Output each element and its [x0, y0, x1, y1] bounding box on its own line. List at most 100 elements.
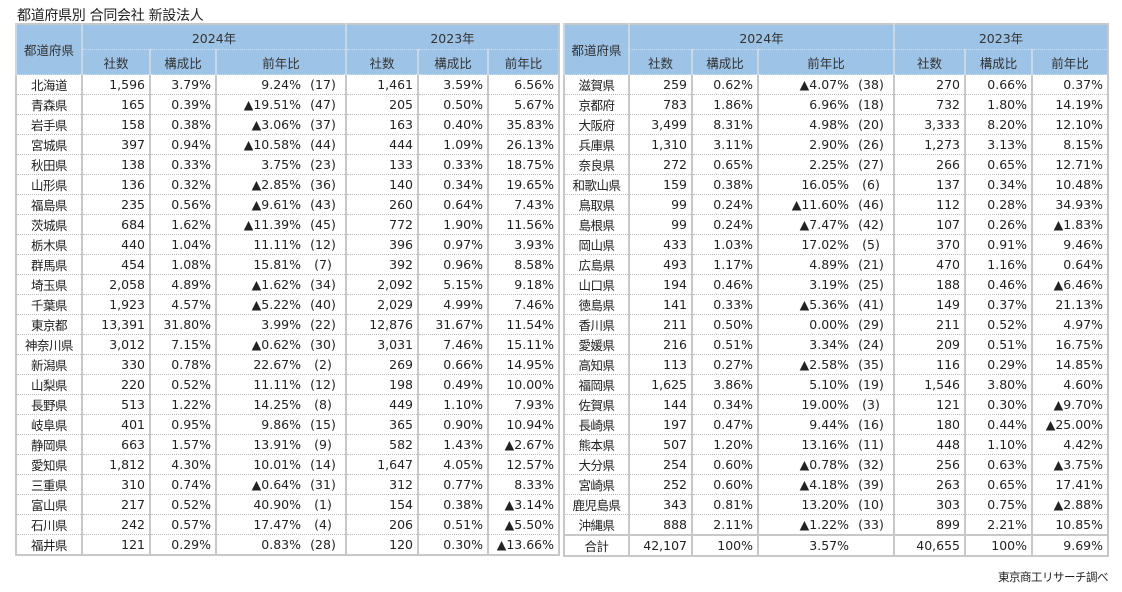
prefecture-cell: 福岡県	[563, 374, 629, 395]
prefecture-cell: 宮崎県	[563, 474, 629, 495]
header-year-2023: 2023年	[893, 24, 1108, 50]
count-2024-cell: 99	[628, 214, 692, 235]
rank-2024-cell: (30)	[310, 337, 336, 352]
count-2024-cell: 13,391	[81, 314, 150, 335]
yoy-2024-cell: 5.10%	[809, 377, 849, 392]
table-row: 愛知県 1,812 4.30% 10.01% (14) 1,647 4.05% 12.57…	[15, 454, 559, 475]
yoy-2023-cell: ▲13.66%	[487, 534, 559, 556]
count-2024-cell: 141	[628, 294, 692, 315]
prefecture-cell: 神奈川県	[15, 334, 82, 355]
yoy-2023-cell: ▲2.67%	[487, 434, 559, 455]
share-2024-cell: 31.80%	[149, 314, 216, 335]
header-year-2023: 2023年	[345, 24, 559, 50]
count-2023-cell: 120	[345, 534, 418, 556]
rank-2024-cell: (35)	[858, 357, 884, 372]
yoy-2024-group: ▲2.58% (35)	[757, 354, 894, 375]
count-2023-cell: 206	[345, 514, 418, 535]
share-2023-cell: 0.40%	[417, 114, 488, 135]
share-2023-cell: 1.10%	[417, 394, 488, 415]
yoy-2023-cell: 34.93%	[1031, 194, 1108, 215]
yoy-2024-group: 13.20% (10)	[757, 494, 894, 515]
share-2024-cell: 0.27%	[691, 354, 758, 375]
yoy-2024-group: ▲5.36% (41)	[757, 294, 894, 315]
header-share-2023: 構成比	[417, 49, 488, 75]
share-2023-cell: 1.16%	[964, 254, 1032, 275]
yoy-2024-cell: 13.20%	[801, 497, 849, 512]
share-2023-cell: 3.80%	[964, 374, 1032, 395]
share-2023-cell: 0.91%	[964, 234, 1032, 255]
table-row: 高知県 113 0.27% ▲2.58% (35) 116 0.29% 14.85%	[563, 354, 1108, 375]
rank-2024-cell: (20)	[858, 117, 884, 132]
count-2024-cell: 158	[81, 114, 150, 135]
rank-2024-cell: (10)	[858, 497, 884, 512]
share-2023-cell: 7.46%	[417, 334, 488, 355]
share-2024-cell: 0.24%	[691, 194, 758, 215]
header-year-2024: 2024年	[628, 24, 894, 50]
share-2023-cell: 8.20%	[964, 114, 1032, 135]
prefecture-cell: 北海道	[15, 74, 82, 95]
rank-2024-cell: (34)	[310, 277, 336, 292]
yoy-2023-cell: 15.11%	[487, 334, 559, 355]
yoy-2023-cell: 6.56%	[487, 74, 559, 95]
count-2023-cell: 266	[893, 154, 965, 175]
count-2024-cell: 259	[628, 74, 692, 95]
count-2023-cell: 40,655	[893, 534, 965, 557]
rank-2024-cell: (24)	[858, 337, 884, 352]
table-row: 秋田県 138 0.33% 3.75% (23) 133 0.33% 18.75%	[15, 154, 559, 175]
share-2024-cell: 8.31%	[691, 114, 758, 135]
yoy-2023-cell: 18.75%	[487, 154, 559, 175]
rank-2024-cell: (31)	[310, 477, 336, 492]
rank-2024-cell: (45)	[310, 217, 336, 232]
yoy-2024-group: ▲2.85% (36)	[215, 174, 346, 195]
count-2023-cell: 163	[345, 114, 418, 135]
yoy-2024-group: ▲19.51% (47)	[215, 94, 346, 115]
table-row: 島根県 99 0.24% ▲7.47% (42) 107 0.26% ▲1.83%	[563, 214, 1108, 235]
count-2024-cell: 211	[628, 314, 692, 335]
prefecture-cell: 鳥取県	[563, 194, 629, 215]
table-row: 茨城県 684 1.62% ▲11.39% (45) 772 1.90% 11.56%	[15, 214, 559, 235]
count-2023-cell: 365	[345, 414, 418, 435]
header-yoy-2024: 前年比	[215, 49, 346, 75]
rank-2024-cell: (9)	[314, 437, 332, 452]
header-yoy-2024: 前年比	[757, 49, 894, 75]
prefecture-cell: 茨城県	[15, 214, 82, 235]
share-2024-cell: 3.11%	[691, 134, 758, 155]
share-2024-cell: 4.89%	[149, 274, 216, 295]
yoy-2023-cell: 14.95%	[487, 354, 559, 375]
count-2024-cell: 197	[628, 414, 692, 435]
yoy-2023-cell: 9.18%	[487, 274, 559, 295]
yoy-2024-cell: 9.44%	[809, 417, 849, 432]
yoy-2023-cell: 11.56%	[487, 214, 559, 235]
yoy-2024-cell: 9.86%	[261, 417, 301, 432]
yoy-2024-group: 3.34% (24)	[757, 334, 894, 355]
yoy-2024-group: ▲5.22% (40)	[215, 294, 346, 315]
share-2023-cell: 0.66%	[417, 354, 488, 375]
share-2023-cell: 1.90%	[417, 214, 488, 235]
count-2023-cell: 211	[893, 314, 965, 335]
header-row-years: 都道府県 2024年 2023年	[563, 24, 1108, 75]
count-2023-cell: 270	[893, 74, 965, 95]
count-2024-cell: 783	[628, 94, 692, 115]
rank-2024-cell: (44)	[310, 137, 336, 152]
yoy-2024-group: ▲0.64% (31)	[215, 474, 346, 495]
count-2024-cell: 272	[628, 154, 692, 175]
rank-2024-cell: (8)	[314, 397, 332, 412]
table-row: 和歌山県 159 0.38% 16.05% (6) 137 0.34% 10.48%	[563, 174, 1108, 195]
count-2024-cell: 113	[628, 354, 692, 375]
table-row: 京都府 783 1.86% 6.96% (18) 732 1.80% 14.19%	[563, 94, 1108, 115]
rank-2024-cell: (6)	[862, 177, 880, 192]
share-2023-cell: 0.50%	[417, 94, 488, 115]
yoy-2024-group: ▲4.18% (39)	[757, 474, 894, 495]
share-2023-cell: 0.38%	[417, 494, 488, 515]
table-row: 青森県 165 0.39% ▲19.51% (47) 205 0.50% 5.67%	[15, 94, 559, 115]
count-2023-cell: 121	[893, 394, 965, 415]
share-2024-cell: 1.57%	[149, 434, 216, 455]
rank-2024-cell: (15)	[310, 417, 336, 432]
yoy-2023-cell: 10.48%	[1031, 174, 1108, 195]
count-2023-cell: 1,546	[893, 374, 965, 395]
share-2023-cell: 0.34%	[417, 174, 488, 195]
share-2024-cell: 0.62%	[691, 74, 758, 95]
count-2023-cell: 205	[345, 94, 418, 115]
yoy-2024-cell: ▲11.60%	[791, 197, 849, 212]
share-2024-cell: 7.15%	[149, 334, 216, 355]
